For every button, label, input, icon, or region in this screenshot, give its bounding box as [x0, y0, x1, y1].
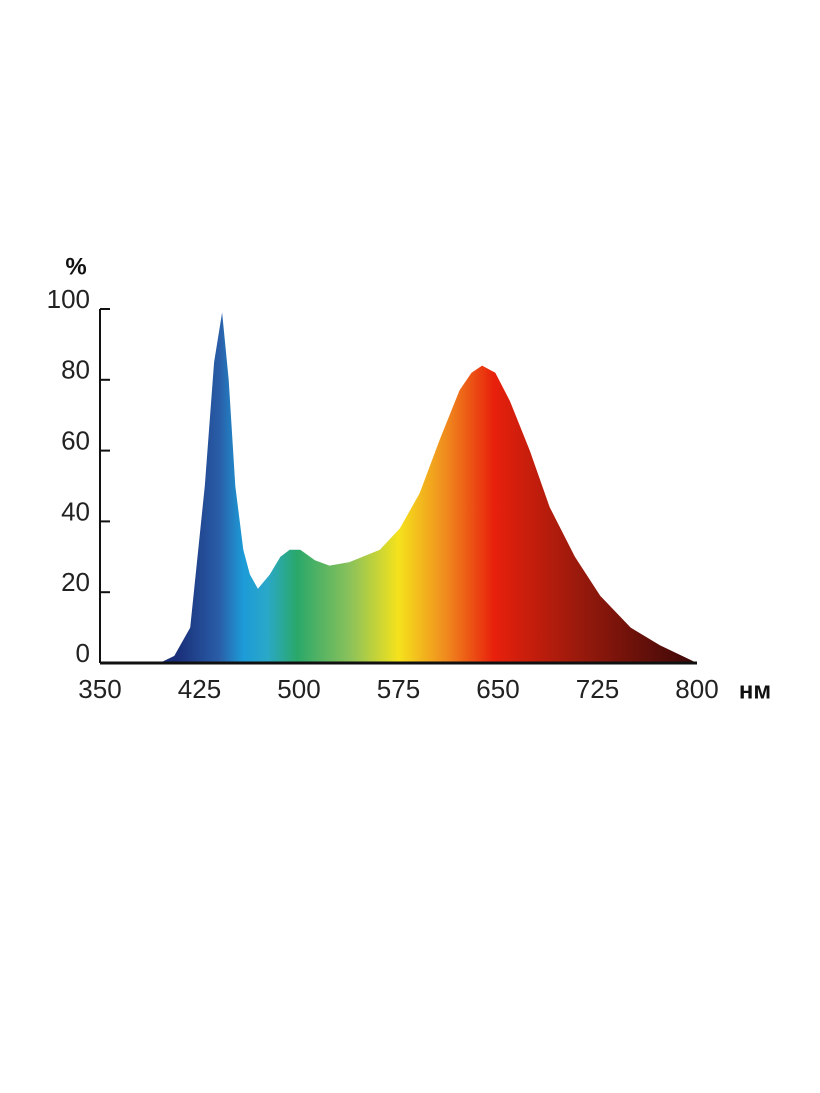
y-tick-label: 100 [47, 284, 90, 314]
x-tick-label: 350 [78, 674, 121, 704]
x-tick-label: 725 [576, 674, 619, 704]
y-tick-label: 20 [61, 567, 90, 597]
x-tick-label: 575 [377, 674, 420, 704]
x-axis-label: нм [739, 677, 771, 704]
x-tick-label: 425 [178, 674, 221, 704]
x-tick-label: 650 [476, 674, 519, 704]
spectrum-area [100, 312, 697, 663]
x-tick-label: 800 [675, 674, 718, 704]
y-tick-label: 40 [61, 496, 90, 526]
y-axis-label: % [65, 253, 86, 280]
y-tick-label: 0 [76, 638, 90, 668]
y-tick-label: 80 [61, 355, 90, 385]
x-tick-label: 500 [277, 674, 320, 704]
y-tick-label: 60 [61, 425, 90, 455]
